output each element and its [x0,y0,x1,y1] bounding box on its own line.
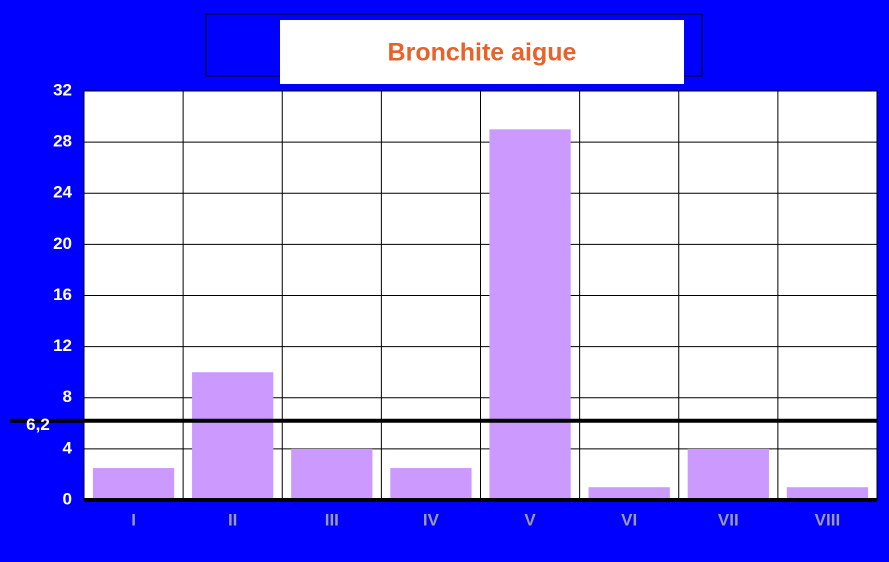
bar [687,448,769,500]
x-tick-label: IV [423,510,440,529]
bar [291,448,373,500]
bar [92,468,175,500]
y-tick-label: 24 [53,183,72,202]
bar [588,487,670,500]
chart-title: Bronchite aigue [388,39,577,67]
y-tick-label: 8 [63,387,72,406]
x-tick-label: III [325,510,339,529]
bar [192,372,274,500]
y-tick-label: 20 [53,234,72,253]
y-tick-label: 16 [53,285,72,304]
y-tick-label: 32 [53,80,72,99]
y-tick-label: 12 [53,336,72,355]
y-tick-label: 4 [63,438,73,457]
x-tick-label: VIII [815,510,841,529]
reference-label: 6,2 [26,415,50,434]
x-tick-label: VII [718,510,739,529]
x-tick-label: II [228,510,237,529]
bar [786,487,869,500]
x-tick-label: VI [621,510,637,529]
bar [390,468,472,500]
x-tick-label: V [524,510,536,529]
title-box [280,20,684,84]
y-tick-label: 0 [63,489,72,508]
y-tick-label: 28 [53,132,72,151]
x-tick-label: I [131,510,136,529]
bar [489,129,571,500]
